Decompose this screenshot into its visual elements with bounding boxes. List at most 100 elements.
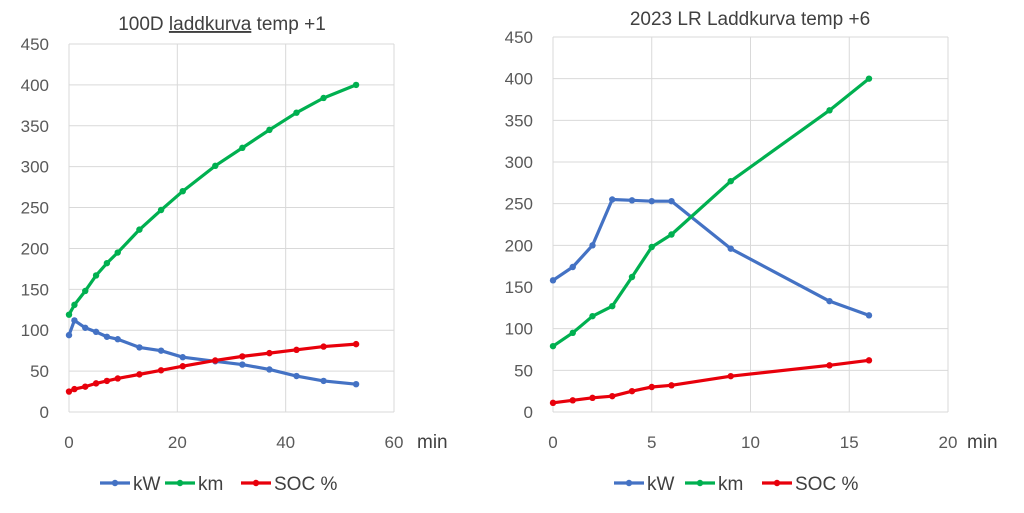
y-tick-label: 150 [505,278,533,297]
y-tick-label: 250 [21,199,49,218]
data-point [157,367,165,374]
data-point [82,383,89,390]
data-point [826,362,833,369]
data-point [609,392,616,400]
legend-label: kW [647,474,675,495]
data-point [549,277,557,284]
data-point [179,363,186,370]
y-tick-label: 50 [30,362,49,381]
legend-marker [773,479,781,487]
legend-label: SOC % [274,474,337,495]
title-part: 100D [118,14,169,35]
data-point [668,231,675,238]
data-point [293,109,300,116]
data-point [549,342,557,350]
series-line-kw [551,197,871,317]
x-tick-label: 60 [385,433,404,452]
data-point [727,177,734,185]
x-tick-label: 10 [741,433,760,452]
data-point [103,333,111,340]
data-point [589,242,596,249]
y-tick-label: 200 [21,239,49,258]
data-point [609,302,616,310]
y-tick-label: 150 [21,280,49,299]
data-point [826,107,833,114]
data-point [239,353,246,360]
data-point [609,196,616,203]
data-point [136,344,143,351]
data-point [92,328,100,336]
y-tick-label: 250 [505,195,533,214]
chart-1: 100D laddkurva temp +1050100150200250300… [21,14,448,495]
series-line-soc- [551,358,871,405]
chart-title: 100D laddkurva temp +1 [118,14,326,35]
y-tick-label: 450 [505,28,533,47]
data-point [179,188,186,195]
data-point [569,397,576,404]
data-point [628,273,636,281]
data-point [71,317,78,324]
y-tick-label: 450 [21,35,49,54]
x-axis-label: min [417,432,448,453]
data-point [239,361,246,368]
data-point [352,340,360,348]
data-point [114,249,121,256]
data-point [293,372,300,380]
legend-marker [176,479,184,487]
x-axis-label: min [967,432,998,453]
data-point [179,354,186,361]
legend-marker [696,479,704,487]
data-point [648,383,655,391]
x-tick-label: 20 [939,433,958,452]
y-tick-label: 200 [505,236,533,255]
y-tick-label: 0 [524,403,533,422]
chart-title: 2023 LR Laddkurva temp +6 [630,9,870,30]
data-point [239,144,246,152]
data-point [266,349,273,357]
title-underlined-word: laddkurva [169,14,252,35]
x-tick-label: 15 [840,433,859,452]
legend-label: kW [133,474,161,495]
data-point [569,329,576,337]
data-point [320,94,327,102]
data-point [549,399,557,407]
data-point [320,377,327,385]
data-point [668,382,675,389]
legend-marker [111,479,119,487]
y-tick-label: 300 [505,153,533,172]
title-part: temp +1 [251,14,325,35]
data-point [103,259,111,267]
data-point [103,377,111,385]
data-point [628,387,636,395]
chart-2: 2023 LR Laddkurva temp +6050100150200250… [505,9,998,495]
data-point [826,297,833,305]
data-point [157,206,165,214]
data-point [865,75,873,82]
y-tick-label: 0 [40,403,49,422]
x-tick-label: 0 [548,433,557,452]
y-tick-label: 50 [514,361,533,380]
y-tick-label: 300 [21,158,49,177]
data-point [727,245,734,252]
data-point [65,311,73,318]
legend-label: SOC % [795,474,858,495]
data-point [71,301,78,309]
data-point [352,81,360,89]
data-point [352,380,360,388]
data-point [212,162,219,170]
data-point [65,331,73,339]
data-point [569,263,576,271]
x-tick-label: 20 [168,433,187,452]
data-point [293,346,300,354]
data-point [92,272,100,279]
legend-marker [252,479,260,487]
y-tick-label: 350 [505,111,533,130]
legend-label: km [718,474,743,495]
series-line-soc- [67,342,358,394]
data-point [865,357,873,364]
data-point [114,336,121,343]
data-point [65,388,73,395]
data-point [727,372,734,380]
